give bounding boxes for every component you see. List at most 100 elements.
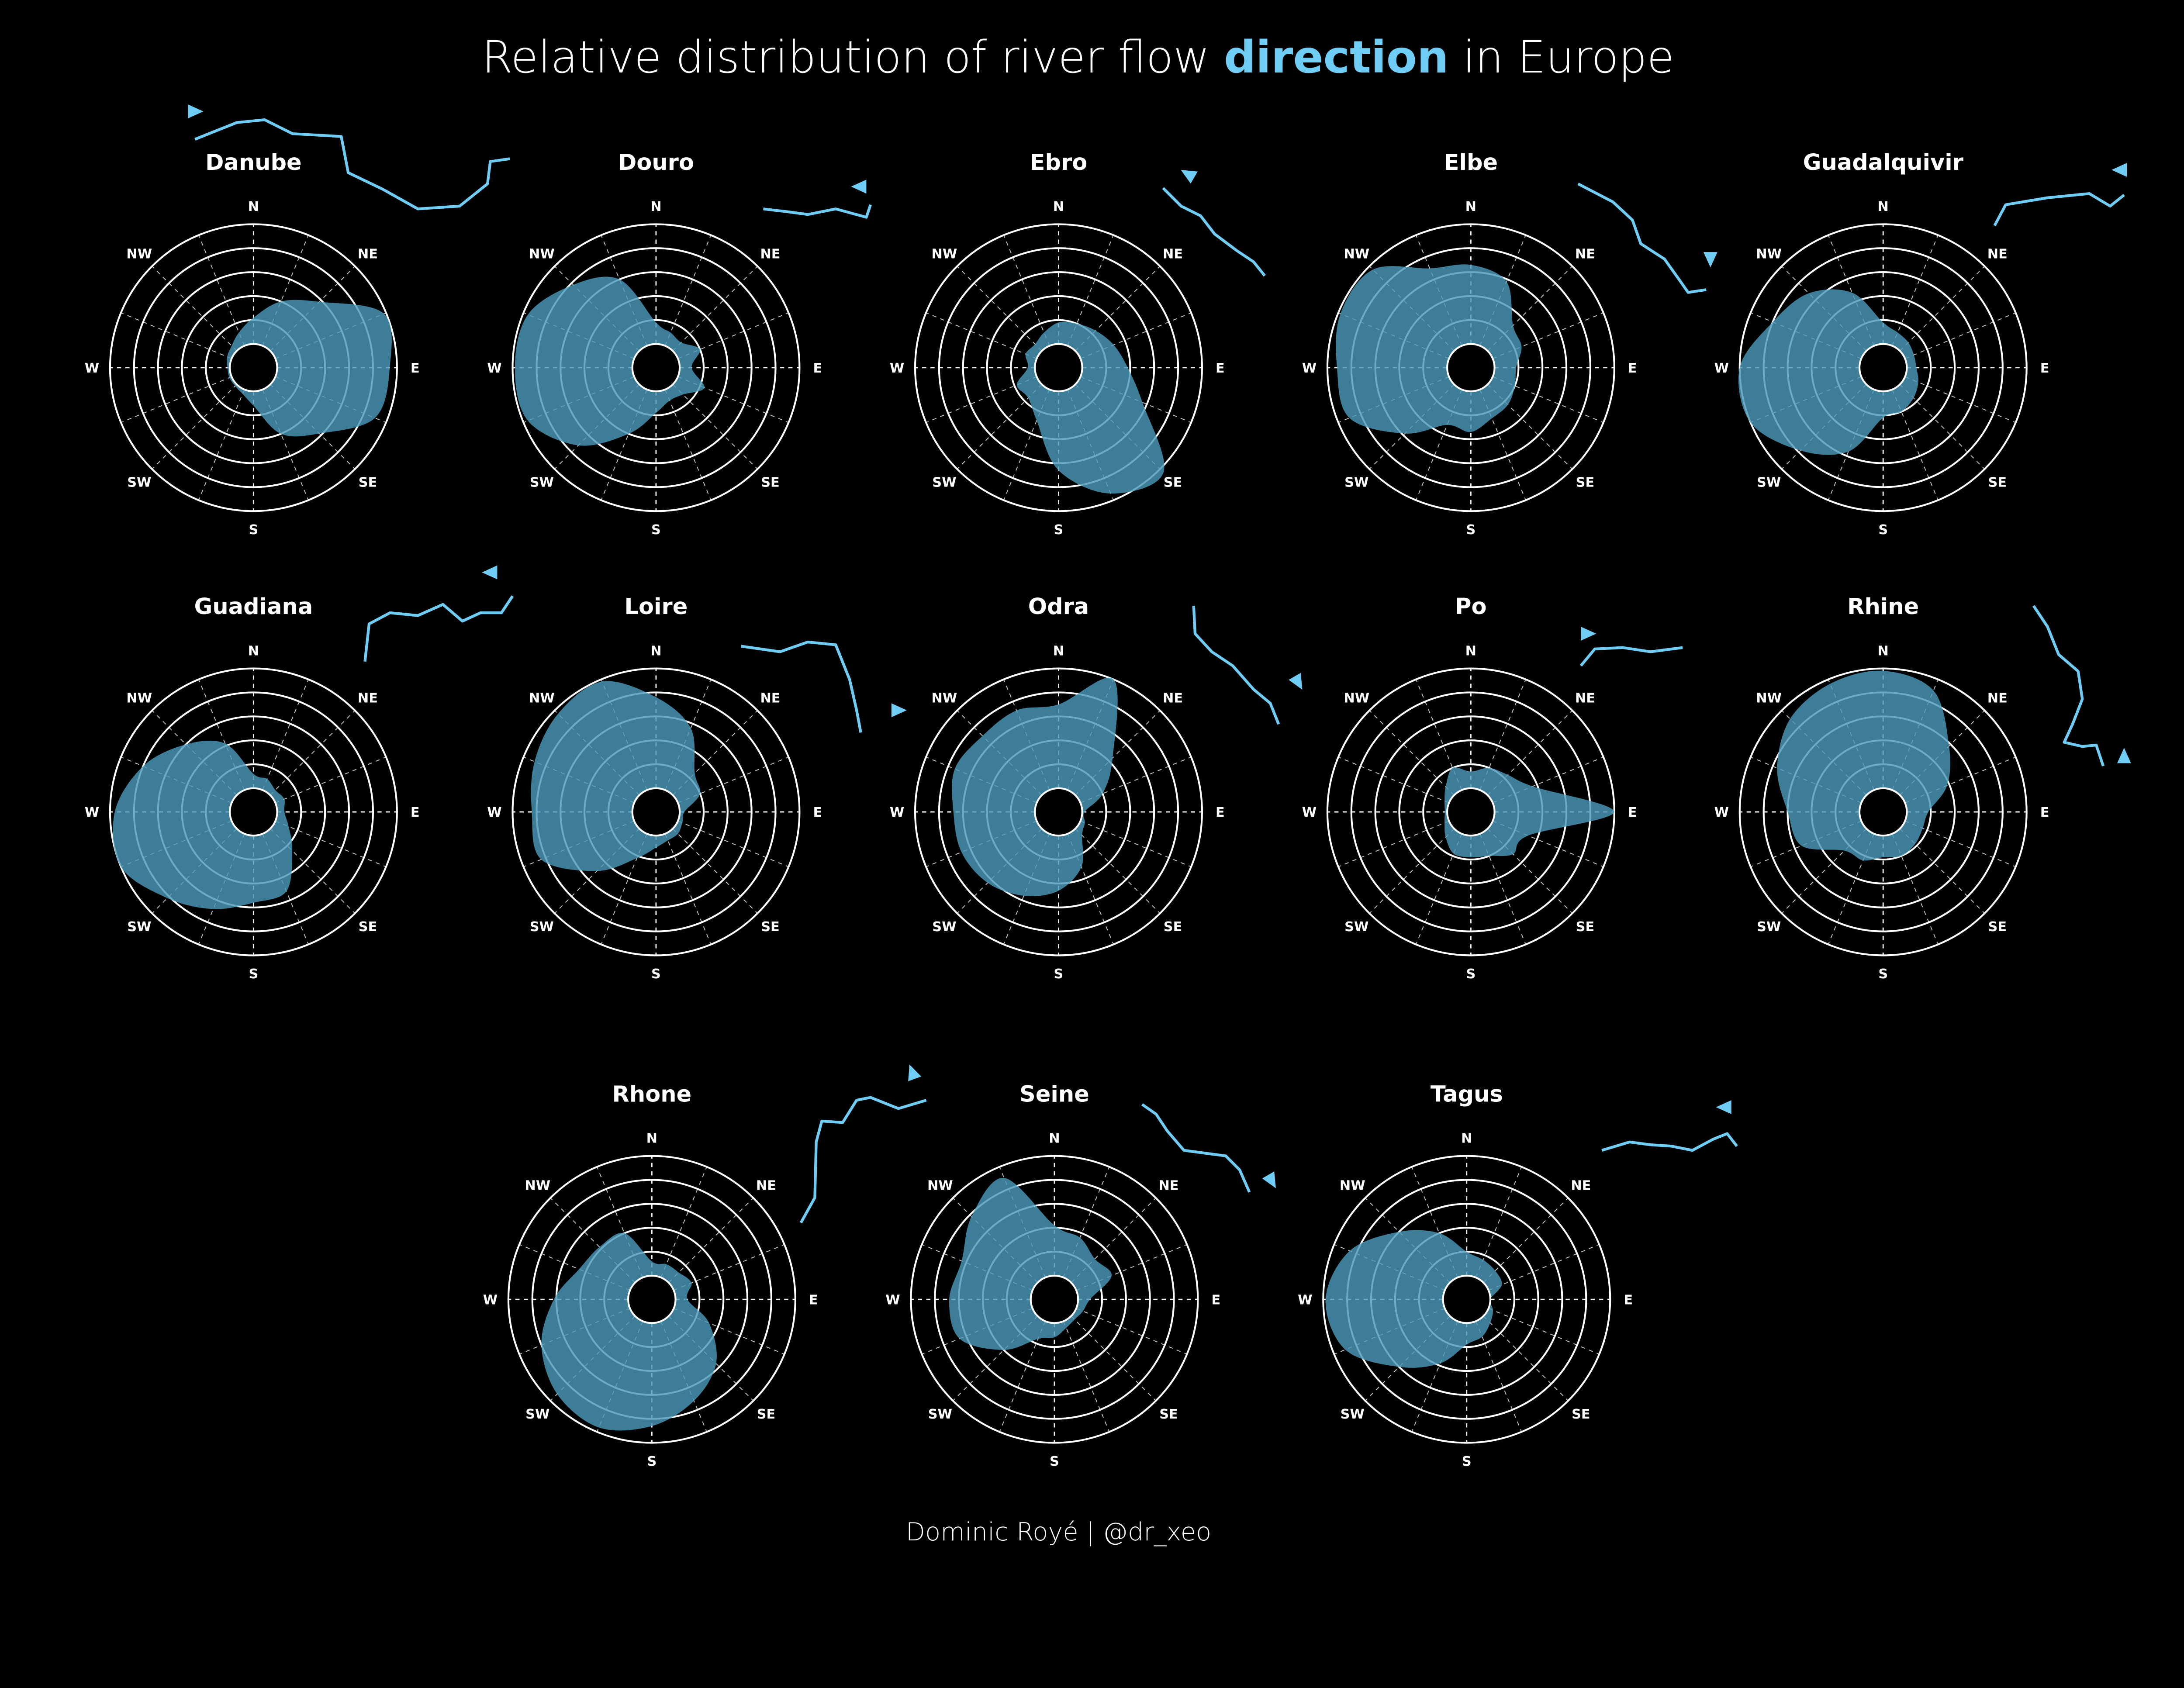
compass-label: SE: [359, 475, 377, 490]
compass-label: NW: [927, 1178, 953, 1194]
compass-label: SE: [1988, 475, 2007, 490]
grid-spoke: [660, 1167, 707, 1278]
grid-spoke: [677, 820, 789, 867]
compass-label: SW: [525, 1407, 549, 1422]
title-highlight: direction: [1224, 31, 1449, 83]
center-hole: [627, 1274, 677, 1324]
grid-spoke: [121, 376, 232, 423]
river-course: [763, 204, 872, 219]
compass-label: NW: [1340, 1178, 1365, 1194]
compass-label: NW: [126, 246, 152, 262]
compass-label: E: [411, 361, 420, 376]
river-course: [799, 1096, 927, 1224]
flow-arrow-icon: [1703, 252, 1717, 268]
compass-label: NW: [1756, 691, 1782, 706]
compass-label: NW: [529, 691, 555, 706]
grid-spoke: [1369, 828, 1455, 914]
compass-label: E: [1216, 805, 1225, 820]
compass-label: E: [1628, 805, 1637, 820]
river-course: [740, 640, 862, 733]
grid-spoke: [152, 384, 237, 469]
polar-chart-guadiana: Guadiana N NE E SE S SW W NW: [85, 565, 514, 982]
grid-spoke: [664, 389, 712, 501]
grid-spoke: [1488, 1308, 1600, 1355]
grid-spoke: [672, 384, 758, 469]
river-course: [2032, 605, 2105, 766]
compass-label: NW: [525, 1178, 550, 1194]
compass-label: NE: [1163, 246, 1183, 262]
grid-spoke: [957, 384, 1042, 469]
center-hole: [1446, 343, 1496, 393]
compass-label: E: [1624, 1292, 1633, 1308]
polar-chart-loire: Loire N NE E SE S SW W NW: [487, 594, 907, 982]
river-course: [1192, 605, 1280, 725]
compass-label: SE: [761, 919, 780, 935]
center-hole: [1858, 787, 1908, 837]
credit: Dominic Royé | @dr_xeo: [906, 1517, 1211, 1546]
flow-arrow-icon: [851, 180, 867, 194]
center-hole: [229, 343, 278, 393]
polar-chart-ebro: Ebro N NE E SE S SW W NW: [890, 150, 1266, 538]
compass-label: NW: [126, 691, 152, 706]
flow-arrow-icon: [2117, 748, 2131, 763]
river-course: [363, 595, 514, 662]
title-suffix: in Europe: [1449, 31, 1675, 83]
river-name: Guadalquivir: [1803, 150, 1964, 176]
flow-arrow-icon: [1716, 1100, 1731, 1115]
compass-label: NE: [760, 691, 780, 706]
polar-chart-odra: Odra N NE E SE S SW W NW: [890, 594, 1303, 982]
river-name: Seine: [1019, 1081, 1089, 1107]
grid-spoke: [999, 1321, 1046, 1432]
compass-label: W: [1714, 805, 1729, 820]
compass-label: NE: [1987, 246, 2008, 262]
grid-spoke: [1475, 1321, 1522, 1432]
center-hole: [1034, 343, 1083, 393]
grid-spoke: [664, 833, 712, 945]
compass-label: S: [647, 1454, 657, 1469]
compass-label: N: [1053, 643, 1064, 659]
compass-label: SW: [932, 919, 956, 935]
compass-label: SW: [928, 1407, 952, 1422]
compass-label: SE: [761, 475, 780, 490]
compass-label: NW: [1756, 246, 1782, 262]
grid-spoke: [1075, 828, 1161, 914]
center-hole: [1034, 787, 1083, 837]
grid-spoke: [1483, 1315, 1569, 1401]
compass-label: W: [890, 805, 904, 820]
grid-spoke: [1063, 1321, 1110, 1432]
grid-spoke: [1080, 820, 1192, 867]
compass-label: E: [2040, 805, 2049, 820]
center-hole: [1030, 1274, 1079, 1324]
river-name: Rhone: [612, 1081, 692, 1107]
river-name: Danube: [205, 150, 302, 176]
polar-chart-rhone: Rhone N NE E SE S SW W NW: [483, 1064, 927, 1469]
compass-label: SW: [127, 919, 151, 935]
compass-label: SE: [1572, 1407, 1590, 1422]
compass-label: W: [85, 805, 99, 820]
compass-label: S: [1462, 1454, 1472, 1469]
compass-label: S: [651, 522, 661, 538]
grid-spoke: [1899, 384, 1985, 469]
polar-chart-tagus: Tagus N NE E SE S SW W NW: [1298, 1081, 1738, 1469]
compass-label: SE: [1164, 919, 1182, 935]
compass-label: S: [1050, 1454, 1059, 1469]
compass-label: NE: [1575, 246, 1595, 262]
compass-label: SE: [1576, 919, 1595, 935]
compass-label: N: [650, 643, 661, 659]
compass-label: NE: [1571, 1178, 1591, 1194]
flow-arrow-icon: [908, 1064, 922, 1081]
compass-label: E: [1628, 361, 1637, 376]
polar-chart-seine: Seine N NE E SE S SW W NW: [885, 1081, 1276, 1469]
river-course: [1993, 192, 2125, 227]
flow-arrow-icon: [891, 703, 907, 718]
direction-area: [1325, 1230, 1502, 1368]
river-name: Odra: [1028, 594, 1089, 620]
direction-area: [1444, 767, 1614, 857]
flow-arrow-icon: [1289, 673, 1303, 690]
grid-spoke: [1904, 312, 2016, 359]
compass-label: W: [487, 361, 501, 376]
polar-chart-elbe: Elbe N NE E SE S SW W NW: [1302, 150, 1717, 538]
grid-spoke: [270, 710, 356, 796]
polar-chart-po: Po N NE E SE S SW W NW: [1302, 594, 1683, 982]
grid-spoke: [1338, 820, 1449, 867]
